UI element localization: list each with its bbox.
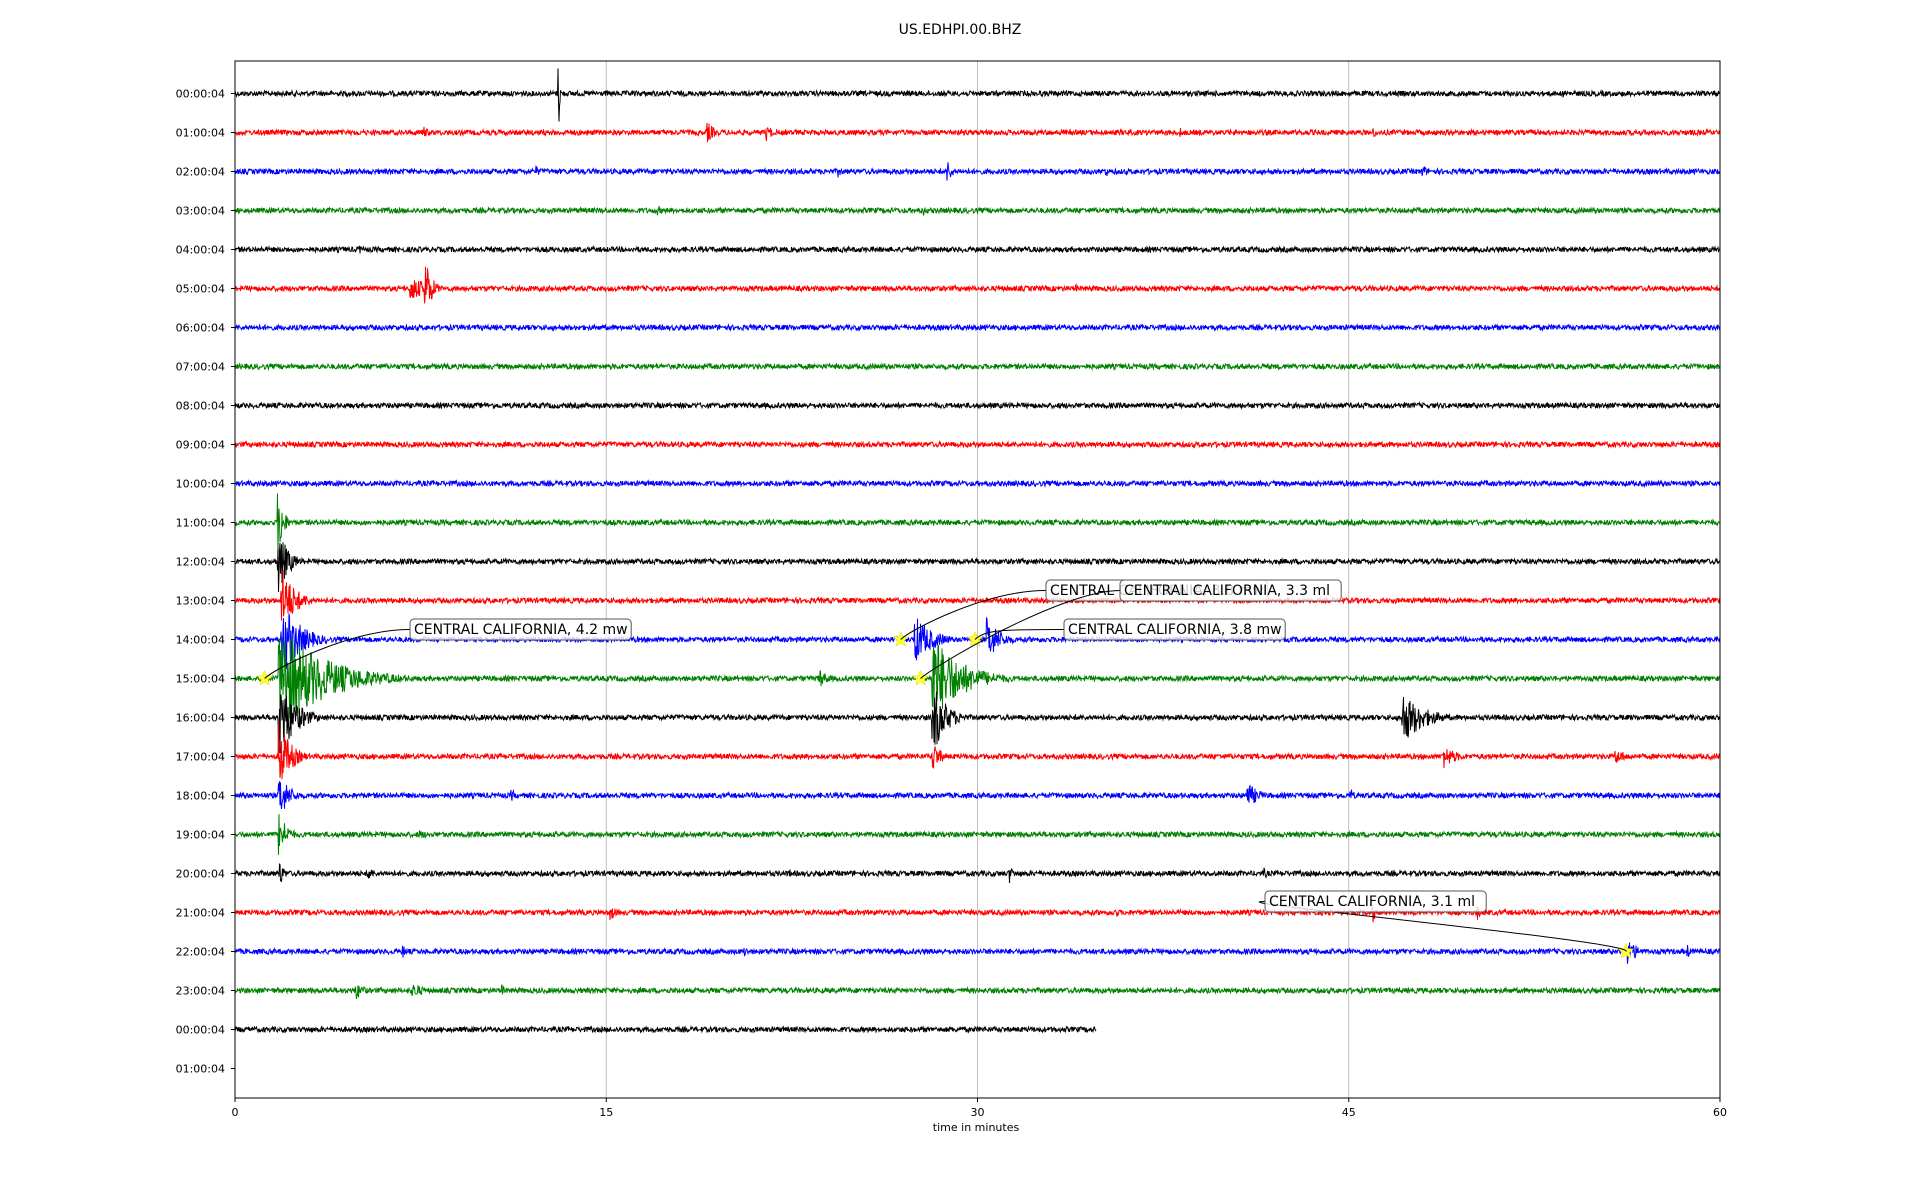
row-time-label: 20:00:04: [176, 868, 225, 881]
row-time-label: 12:00:04: [176, 556, 225, 569]
seismic-trace-16: [234, 691, 1721, 754]
seismic-trace-7: [234, 362, 1721, 372]
seismic-trace-19: [234, 814, 1721, 855]
x-tick-label: 0: [232, 1106, 239, 1119]
seismic-trace-2: [234, 162, 1721, 181]
event-annotation-label: CENTRAL CALIFORNIA, 3.3 ml: [1124, 583, 1330, 599]
chart-title: US.EDHPI.00.BHZ: [898, 22, 1022, 38]
event-annotation-label: CENTRAL CALIFORNIA, 3.1 ml: [1269, 894, 1475, 910]
row-time-label: 08:00:04: [176, 400, 225, 413]
event-star-marker: [892, 630, 910, 647]
row-time-label: 00:00:04: [176, 1024, 225, 1037]
seismic-trace-24: [234, 1024, 1097, 1034]
x-tick-label: 15: [599, 1106, 613, 1119]
event-star-marker: [966, 630, 984, 647]
seismic-trace-15: [234, 637, 1721, 725]
row-time-label: 04:00:04: [176, 244, 225, 257]
row-time-label: 05:00:04: [176, 283, 225, 296]
seismic-trace-1: [234, 122, 1721, 143]
row-time-label: 06:00:04: [176, 322, 225, 335]
annotation-box: [409, 618, 632, 641]
row-time-label: 14:00:04: [176, 634, 225, 647]
seismic-trace-9: [234, 440, 1721, 449]
row-time-label: 10:00:04: [176, 478, 225, 491]
annotation-connector: [900, 590, 1047, 640]
seismic-trace-17: [234, 721, 1721, 780]
annotation-box: [1063, 618, 1286, 641]
row-time-label: 03:00:04: [176, 205, 225, 218]
event-annotation-label: CENTRAL CALIFORNIA, 3.8 mw: [1068, 622, 1282, 638]
seismic-trace-5: [234, 266, 1721, 304]
row-time-label: 00:00:04: [176, 88, 225, 101]
event-star-marker: [256, 669, 273, 686]
row-time-label: 01:00:04: [176, 127, 225, 140]
seismic-trace-22: [234, 942, 1721, 964]
seismic-trace-6: [234, 322, 1721, 332]
annotation-connector: [974, 629, 1065, 640]
row-time-label: 07:00:04: [176, 361, 225, 374]
row-time-labels: 00:00:04 01:00:04 02:00:04 03:00:04 04:00:04…: [176, 88, 235, 1076]
seismic-trace-12: [234, 542, 1721, 593]
annotation-box: [1119, 579, 1342, 602]
seismic-trace-18: [234, 781, 1721, 810]
event-annotations: CENTRAL CALIFORNIA, 4.2 mw CENTRAL CALIFO…: [264, 579, 1627, 952]
x-axis-ticks: 0 15 30 45 60: [232, 1098, 1727, 1119]
row-time-label: 02:00:04: [176, 166, 225, 179]
seismic-trace-4: [234, 245, 1721, 254]
row-time-label: 13:00:04: [176, 595, 225, 608]
seismic-trace-21: [234, 904, 1721, 923]
x-axis-label: time in minutes: [933, 1121, 1020, 1134]
annotation-box: [1264, 890, 1487, 913]
row-time-label: 09:00:04: [176, 439, 225, 452]
row-time-label: 01:00:04: [176, 1063, 225, 1076]
row-time-label: 11:00:04: [176, 517, 225, 530]
seismic-trace-3: [234, 205, 1721, 216]
seismic-trace-11: [234, 493, 1721, 557]
event-annotation-label: CENTRAL CALIFORNIA, 4.2 mw: [414, 622, 628, 638]
seismic-trace-20: [234, 863, 1721, 884]
seismic-trace-10: [234, 478, 1721, 489]
x-tick-label: 45: [1342, 1106, 1356, 1119]
row-time-label: 21:00:04: [176, 907, 225, 920]
seismic-trace-13: [234, 570, 1721, 621]
row-time-label: 19:00:04: [176, 829, 225, 842]
trace-lines: [234, 68, 1721, 1034]
row-time-label: 15:00:04: [176, 673, 225, 686]
row-time-label: 17:00:04: [176, 751, 225, 764]
row-time-label: 22:00:04: [176, 946, 225, 959]
x-tick-label: 60: [1713, 1106, 1727, 1119]
seismic-trace-8: [234, 400, 1721, 410]
seismic-trace-0: [234, 68, 1721, 122]
row-time-label: 18:00:04: [176, 790, 225, 803]
grid-lines: [605, 61, 1350, 1098]
x-tick-label: 30: [971, 1106, 985, 1119]
row-time-label: 16:00:04: [176, 712, 225, 725]
event-star-marker: [912, 669, 929, 686]
annotation-connector: [264, 629, 411, 679]
row-time-label: 23:00:04: [176, 985, 225, 998]
seismic-trace-23: [234, 984, 1721, 999]
